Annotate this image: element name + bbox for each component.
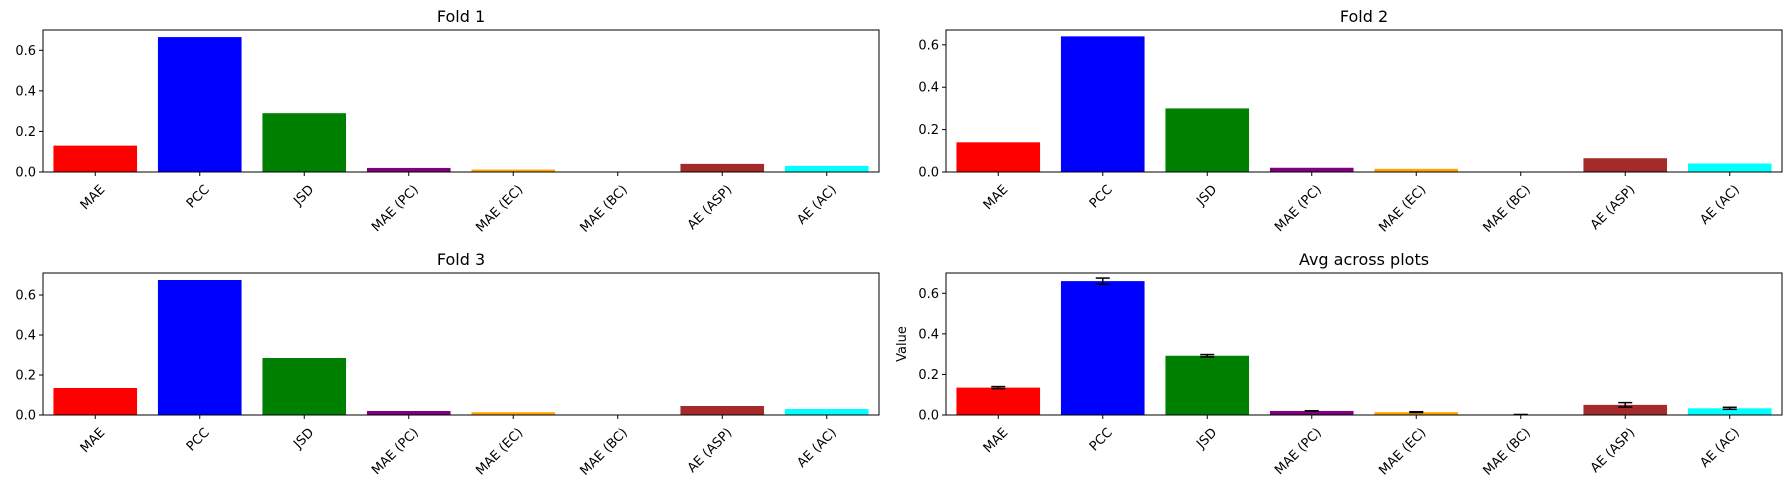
bar-ae-asp	[1583, 404, 1668, 415]
axes-frame	[42, 272, 880, 416]
bar-ae-asp	[680, 163, 765, 172]
bar-pcc	[1060, 36, 1145, 172]
x-tick-label: AE (AC)	[794, 182, 839, 227]
x-tick-label: AE (AC)	[1697, 182, 1742, 227]
bar-mae-pc	[366, 167, 451, 172]
bar-mae-ec	[1374, 168, 1459, 172]
x-tick-label: PCC	[1087, 425, 1116, 454]
x-tick-label: MAE (BC)	[1481, 182, 1534, 235]
x-tick-label: MAE (PC)	[369, 425, 422, 478]
x-tick-label: PCC	[1087, 182, 1116, 211]
bar-ae-ac	[1687, 163, 1772, 172]
x-tick-label: PCC	[184, 425, 213, 454]
bar-mae	[956, 142, 1041, 172]
bar-jsd	[262, 113, 347, 172]
x-tick-label: MAE (BC)	[1481, 425, 1534, 478]
bar-ae-ac	[784, 409, 869, 415]
x-tick-label: MAE (PC)	[369, 182, 422, 235]
bar-mae-ec	[1374, 412, 1459, 415]
y-tick-label: 0.6	[15, 289, 36, 304]
y-tick-label: 0.2	[15, 369, 36, 384]
bar-ae-asp	[1583, 158, 1668, 172]
bar-mae-ec	[471, 169, 556, 172]
subplot-title: Fold 1	[437, 7, 485, 26]
subplot-title: Fold 2	[1340, 7, 1388, 26]
y-tick-label: 0.4	[918, 327, 939, 342]
x-tick-label: AE (AC)	[794, 425, 839, 470]
subplot-fold-3: Fold 3 0.0 0.2 0.4 0.6 MAE PCC JSD MAE (PC) MAE …	[15, 250, 880, 479]
x-tick-label: AE (ASP)	[685, 425, 735, 475]
x-tick-label: MAE	[78, 182, 109, 213]
bar-mae-pc	[366, 411, 451, 415]
x-tick-label: JSD	[290, 425, 317, 452]
x-tick-label: JSD	[1193, 182, 1220, 209]
y-tick-label: 0.4	[15, 84, 36, 99]
subplot-fold-1: Fold 1 0.0 0.2 0.4 0.6 MAE PCC JSD MAE (PC) MAE …	[15, 7, 880, 236]
subplot-average: Avg across plots Value 0.0 0.2 0.4 0.6 MAE PC…	[895, 250, 1783, 479]
axes-frame	[945, 272, 1783, 416]
x-tick-label: AE (ASP)	[685, 182, 735, 232]
y-axis-label: Value	[895, 326, 910, 362]
bar-mae-ec	[471, 412, 556, 415]
y-tick-label: 0.4	[918, 81, 939, 96]
bar-mae-pc	[1269, 167, 1354, 172]
error-bar	[1409, 411, 1424, 414]
bar-pcc	[1060, 281, 1145, 415]
bar-ae-asp	[680, 406, 765, 415]
x-tick-label: AE (AC)	[1697, 425, 1742, 470]
subplot-fold-2: Fold 2 0.0 0.2 0.4 0.6 MAE PCC JSD MAE (PC) MAE …	[918, 7, 1783, 236]
error-bar	[1722, 406, 1737, 411]
axes-frame	[42, 29, 880, 173]
y-tick-label: 0.2	[918, 123, 939, 138]
y-tick-label: 0.2	[15, 125, 36, 140]
error-bar	[1095, 277, 1110, 285]
y-tick-label: 0.4	[15, 329, 36, 344]
bar-pcc	[157, 37, 242, 172]
error-bar	[1200, 353, 1215, 358]
bar-jsd	[1165, 355, 1250, 415]
x-tick-label: MAE (EC)	[1376, 425, 1429, 478]
y-tick-label: 0.6	[918, 38, 939, 53]
x-tick-label: PCC	[184, 182, 213, 211]
y-tick-label: 0.6	[15, 44, 36, 59]
x-tick-label: MAE (EC)	[473, 182, 526, 235]
x-tick-label: MAE (PC)	[1272, 182, 1325, 235]
bar-jsd	[262, 358, 347, 415]
y-tick-label: 0.2	[918, 368, 939, 383]
x-tick-label: MAE	[981, 425, 1012, 456]
y-tick-label: 0.6	[918, 287, 939, 302]
bar-mae	[53, 145, 138, 172]
error-bar	[1618, 401, 1633, 408]
bar-ae-ac	[1687, 408, 1772, 415]
x-tick-label: AE (ASP)	[1588, 182, 1638, 232]
x-tick-label: AE (ASP)	[1588, 425, 1638, 475]
x-tick-label: MAE	[78, 425, 109, 456]
y-tick-label: 0.0	[15, 166, 36, 181]
bar-ae-ac	[784, 165, 869, 172]
x-tick-label: MAE (BC)	[578, 425, 631, 478]
y-tick-label: 0.0	[918, 409, 939, 424]
x-tick-label: MAE (EC)	[1376, 182, 1429, 235]
bar-pcc	[157, 280, 242, 415]
x-tick-label: MAE	[981, 182, 1012, 213]
bar-jsd	[1165, 108, 1250, 172]
x-tick-label: MAE (EC)	[473, 425, 526, 478]
x-tick-label: MAE (PC)	[1272, 425, 1325, 478]
x-tick-label: MAE (BC)	[578, 182, 631, 235]
bar-mae-pc	[1269, 410, 1354, 415]
subplot-title: Fold 3	[437, 250, 485, 269]
bar-mae	[956, 387, 1041, 415]
axes-frame	[945, 29, 1783, 173]
y-tick-label: 0.0	[918, 166, 939, 181]
subplot-title: Avg across plots	[1299, 250, 1429, 269]
x-tick-label: JSD	[1193, 425, 1220, 452]
error-bar	[991, 385, 1006, 390]
y-tick-label: 0.0	[15, 409, 36, 424]
bar-mae	[53, 388, 138, 415]
x-tick-label: JSD	[290, 182, 317, 209]
